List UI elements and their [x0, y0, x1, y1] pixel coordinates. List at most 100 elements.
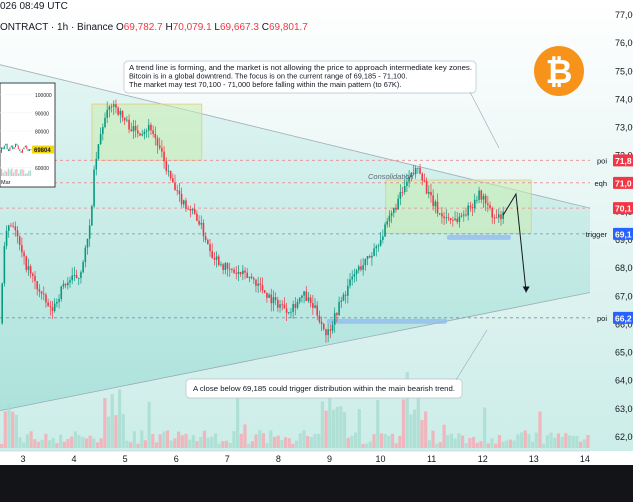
x-tick-label: 11 [427, 454, 436, 464]
inset-volume-bar [24, 173, 26, 176]
candle [445, 217, 448, 219]
volume-bar [416, 394, 420, 448]
candle [484, 195, 487, 204]
volume-bar [81, 436, 85, 448]
candle [27, 266, 30, 270]
volume-bar [55, 443, 59, 448]
inset-frame [0, 82, 56, 188]
volume-bar [571, 436, 575, 448]
candle [318, 315, 321, 322]
candle [42, 293, 45, 295]
header-datetime: 026 08:49 UTC [0, 1, 68, 12]
consolidation-label: Consolidation [368, 172, 413, 181]
volume-bar [424, 411, 428, 448]
candle [438, 213, 441, 215]
inset-candle [9, 147, 11, 151]
volume-bar [298, 433, 302, 448]
volume-bar [250, 441, 254, 448]
inset-volume-bar [7, 168, 9, 176]
inset-candle [20, 151, 22, 153]
inset-price-label: 69804 [34, 148, 51, 154]
volume-bar [468, 437, 472, 448]
inset-candle [17, 145, 19, 150]
x-tick-label: 4 [72, 454, 77, 464]
candle [377, 245, 380, 247]
candle [436, 201, 439, 214]
inset-candle [26, 145, 28, 150]
candle [357, 266, 360, 271]
x-tick-label: 10 [376, 454, 386, 464]
candle [169, 170, 172, 179]
inset-candle [8, 149, 9, 151]
volume-bar [195, 441, 199, 448]
candle [307, 297, 310, 301]
candle [167, 170, 170, 172]
candle [143, 131, 146, 135]
volume-bar [173, 438, 177, 448]
x-tick-label: 12 [478, 454, 488, 464]
candle [329, 329, 332, 331]
price-tag [613, 202, 633, 215]
candle [447, 217, 450, 219]
price-tag [613, 311, 633, 324]
candle [497, 214, 500, 218]
candle [471, 207, 474, 209]
inset-volume-bar [26, 173, 28, 176]
candle [423, 180, 426, 182]
candle [314, 305, 316, 308]
x-tick-label: 7 [225, 454, 230, 464]
inset-tick: 100000 [35, 93, 52, 99]
inset-candle [6, 143, 8, 150]
x-tick-label: 6 [174, 454, 179, 464]
candle [331, 324, 334, 331]
y-tick-label: 65,000 [615, 348, 633, 358]
ohlc-l-value: 69,667.3 [220, 22, 262, 33]
candle [294, 304, 297, 308]
candle [434, 201, 437, 207]
candle [40, 291, 43, 294]
y-tick-label: 75,000 [615, 66, 633, 76]
volume-bar [435, 443, 439, 448]
candle [176, 190, 178, 192]
volume-bar [106, 416, 111, 448]
volume-bar [379, 433, 384, 448]
candle [60, 286, 63, 300]
candle [395, 207, 397, 210]
candle [408, 177, 410, 182]
candle [104, 117, 106, 128]
candle [16, 230, 19, 237]
ohlc-l-label: L [214, 22, 220, 33]
candle [7, 225, 10, 231]
level-label-poi_top: poi [597, 156, 607, 165]
time-axis[interactable]: 3 4 5 6 7 8 9 10 11 12 13 14 [0, 450, 633, 502]
candle [333, 313, 336, 325]
candle [340, 300, 343, 302]
candle [495, 217, 498, 219]
volume-bar [177, 431, 181, 448]
volume-bar [549, 432, 553, 448]
candle [462, 214, 465, 216]
candle [45, 294, 47, 303]
volume-bar [309, 437, 313, 448]
volume-bar [354, 432, 358, 448]
volume-bar [394, 443, 398, 448]
y-tick-label: 67,000 [615, 291, 633, 301]
volume-bar [545, 435, 549, 448]
candle [242, 270, 244, 275]
volume-bar [33, 439, 37, 448]
inset-candle [30, 149, 32, 151]
candle [211, 251, 214, 258]
volume-bar [92, 438, 96, 448]
candle [126, 119, 128, 121]
volume-bar [62, 441, 66, 448]
volume-bar [346, 437, 350, 448]
volume-bar [567, 435, 572, 448]
candle [252, 278, 255, 280]
candle [458, 216, 461, 222]
candle [360, 266, 362, 270]
volume-bar [398, 435, 402, 448]
volume-bar [512, 440, 516, 448]
candle [309, 297, 312, 304]
volume-bar [77, 435, 81, 448]
